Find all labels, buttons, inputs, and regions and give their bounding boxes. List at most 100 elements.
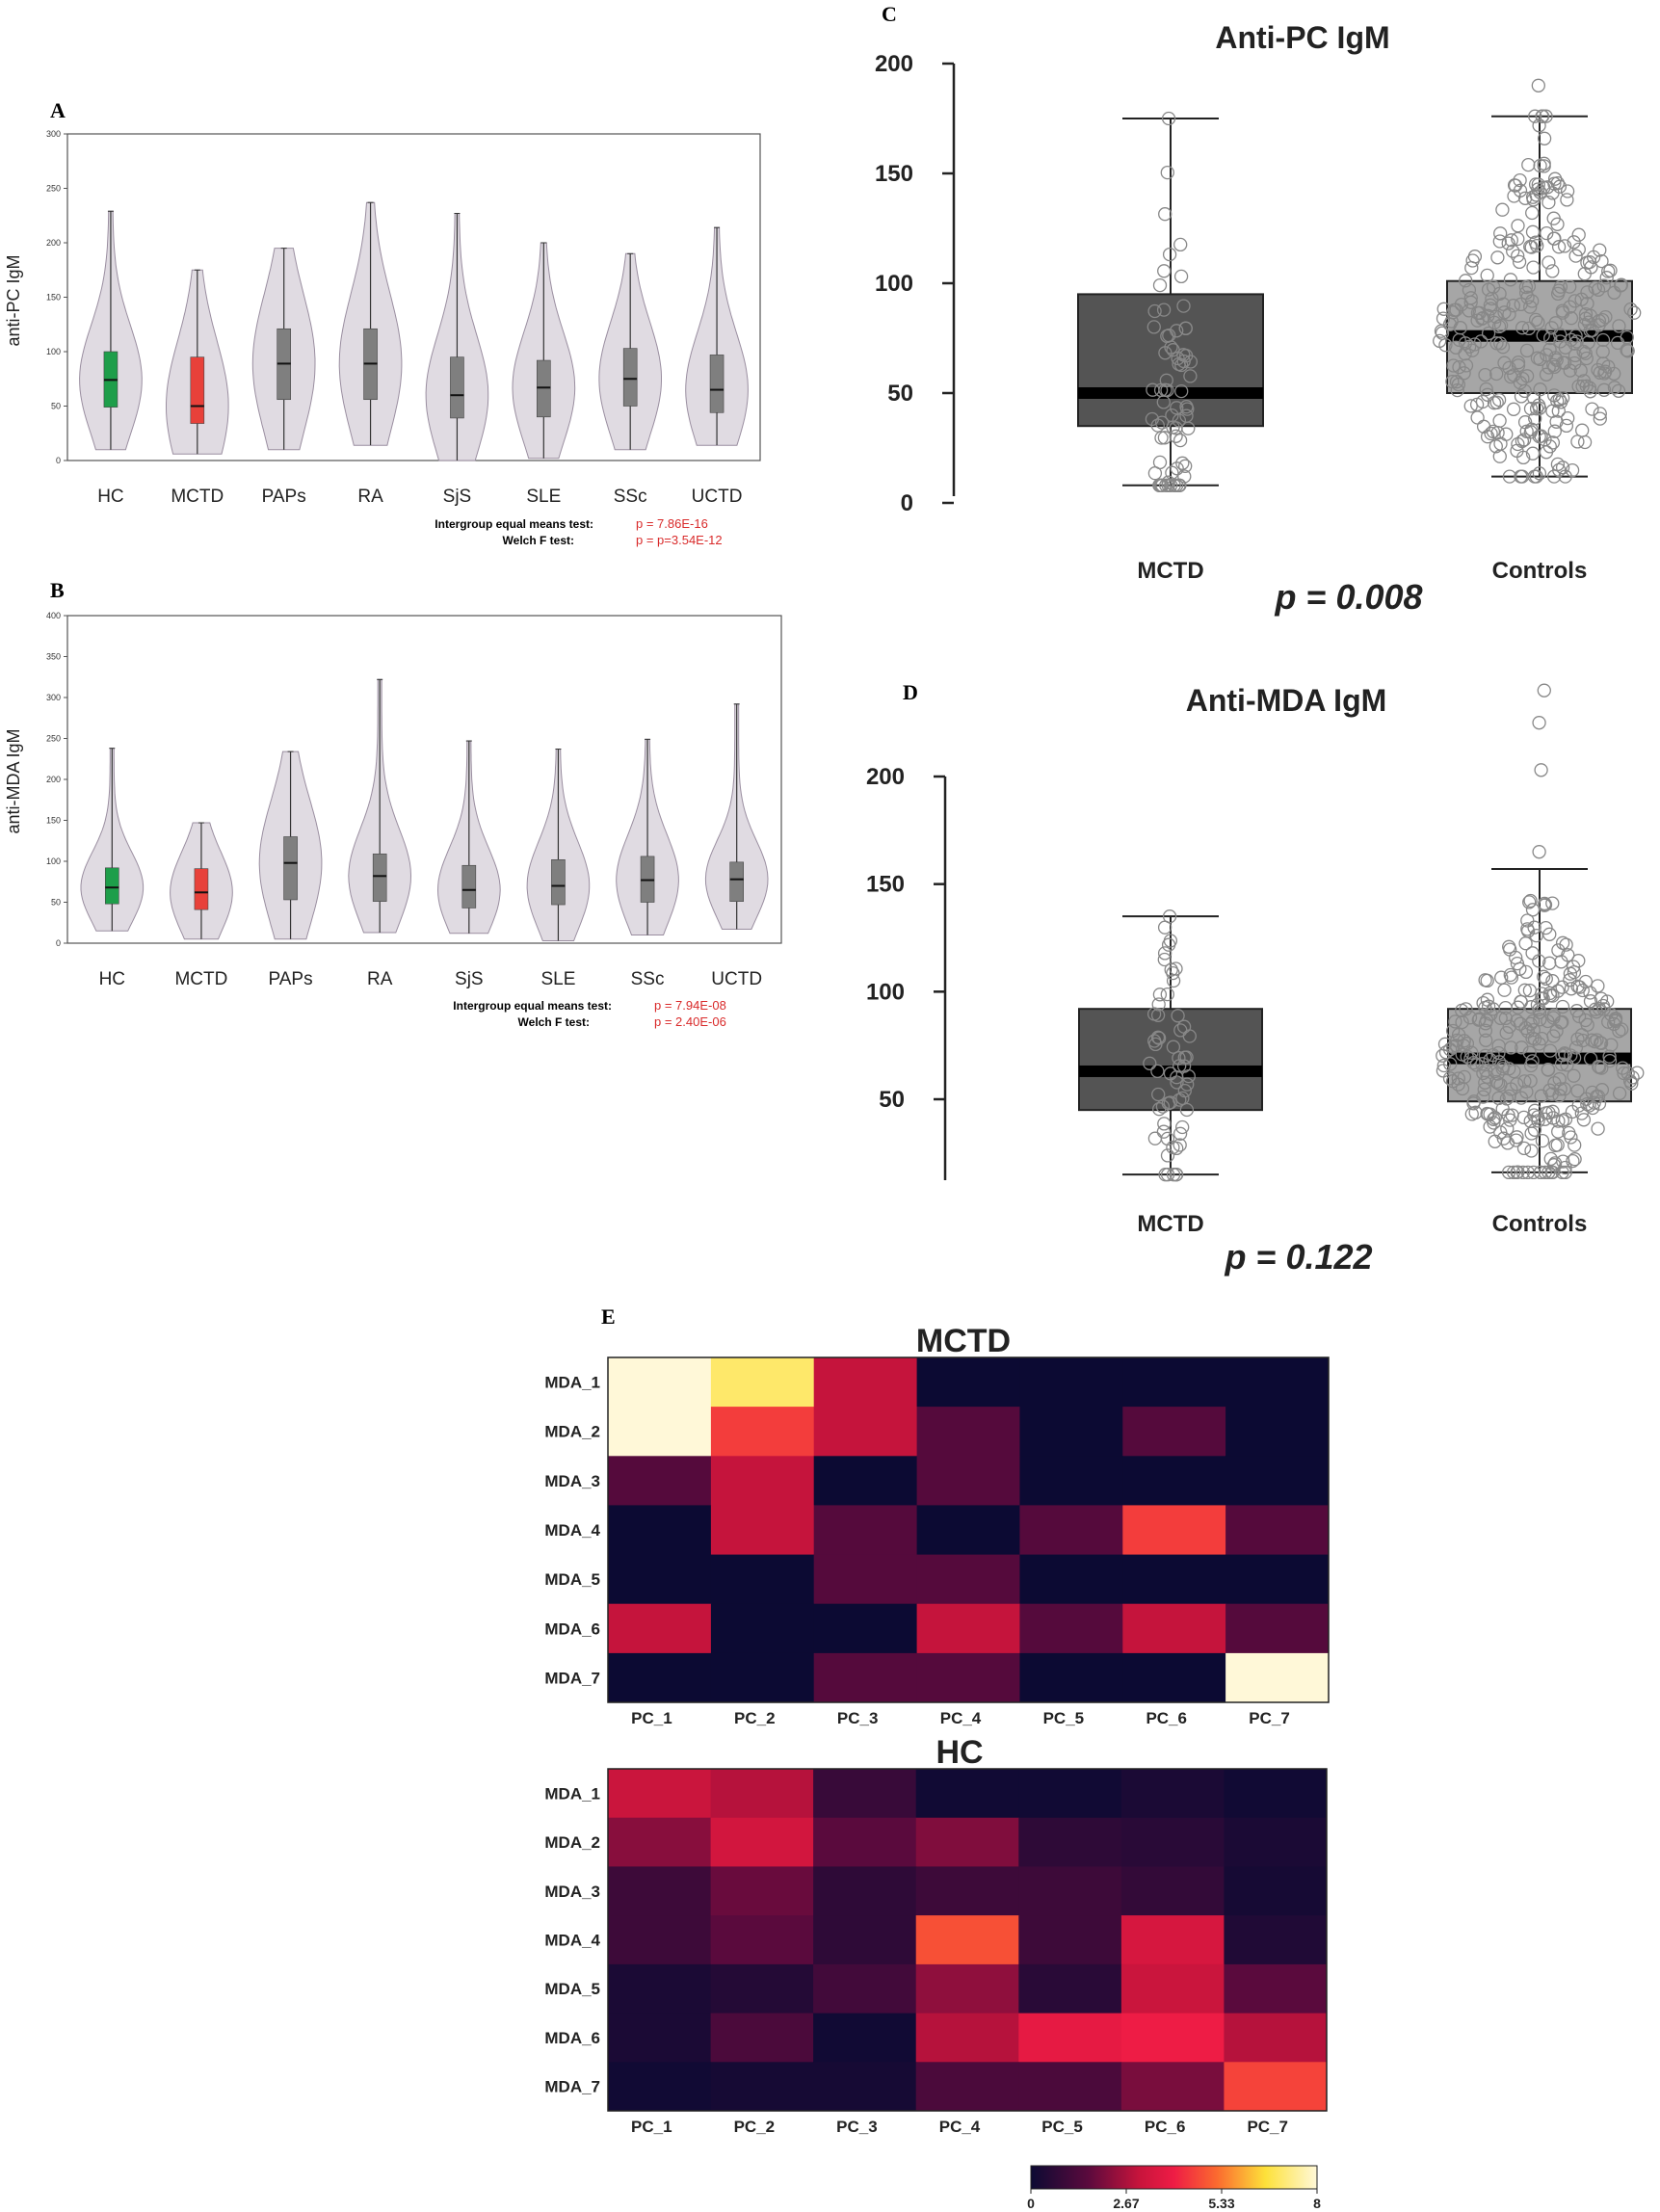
data-point xyxy=(1493,318,1509,332)
data-point xyxy=(1561,948,1575,962)
data-point xyxy=(1598,364,1613,379)
data-point xyxy=(1502,360,1516,376)
data-point xyxy=(1548,1138,1563,1153)
data-point xyxy=(1173,1138,1187,1152)
panel-c-title: Anti-PC IgM xyxy=(1215,20,1389,55)
heat-cell xyxy=(915,1963,1019,2014)
outlier-point xyxy=(1534,763,1548,777)
category-label-ra: RA xyxy=(357,487,383,507)
data-point xyxy=(1592,1060,1607,1075)
data-point xyxy=(1170,401,1184,415)
data-point xyxy=(1583,384,1597,399)
data-point xyxy=(1169,961,1183,976)
data-point xyxy=(1471,1013,1486,1027)
data-point xyxy=(1162,329,1176,343)
data-point xyxy=(1518,936,1533,951)
data-point xyxy=(1172,1051,1186,1066)
data-point xyxy=(1595,356,1611,371)
data-point xyxy=(1484,1007,1498,1021)
data-point xyxy=(1532,466,1547,481)
data-point xyxy=(1467,250,1483,264)
row-label: MDA_5 xyxy=(544,1980,600,1998)
heat-cell xyxy=(608,1357,712,1408)
data-point xyxy=(1541,195,1556,210)
data-point xyxy=(1510,1077,1524,1092)
data-point xyxy=(1525,294,1540,308)
heat-cell xyxy=(1120,1915,1225,1965)
heat-cell xyxy=(710,1769,814,1819)
data-point xyxy=(1604,1038,1619,1052)
data-point xyxy=(1538,1112,1552,1126)
data-point xyxy=(1625,1070,1640,1085)
data-point xyxy=(1463,399,1478,413)
data-point xyxy=(1567,1068,1581,1083)
data-point xyxy=(1511,231,1525,247)
heat-cell xyxy=(710,1456,815,1506)
data-point xyxy=(1516,433,1532,447)
data-point xyxy=(1166,1040,1181,1054)
heat-cell xyxy=(1018,2013,1122,2063)
y-tick-label: 50 xyxy=(887,381,913,407)
heat-cell xyxy=(813,1407,918,1457)
category-label-ssc: SSc xyxy=(614,487,647,507)
y-tick-label: 300 xyxy=(46,693,61,702)
data-point xyxy=(1620,344,1635,358)
heat-cell xyxy=(916,1652,1020,1703)
data-point xyxy=(1612,319,1626,333)
data-point xyxy=(1526,193,1541,207)
data-point xyxy=(1459,274,1473,288)
data-point xyxy=(1478,973,1492,988)
row-label: MDA_7 xyxy=(544,2078,600,2096)
data-point xyxy=(1558,1047,1572,1062)
data-point xyxy=(1568,329,1583,343)
panel-b-stat-value-2: p = 2.40E-06 xyxy=(654,1014,726,1029)
data-point xyxy=(1614,277,1629,292)
data-point xyxy=(1563,363,1577,378)
data-point xyxy=(1574,1028,1590,1042)
data-point xyxy=(1594,1083,1610,1097)
data-point xyxy=(1540,225,1554,241)
data-point xyxy=(1445,374,1460,389)
data-point xyxy=(1462,339,1477,354)
colorbar-tick-label: 8 xyxy=(1313,2196,1321,2211)
data-point xyxy=(1600,994,1615,1009)
row-label: MDA_1 xyxy=(544,1784,600,1803)
data-point xyxy=(1525,903,1541,917)
data-point xyxy=(1160,1131,1175,1146)
data-point xyxy=(1180,402,1195,416)
data-point xyxy=(1539,367,1554,382)
data-point xyxy=(1585,1100,1600,1116)
heat-cell xyxy=(915,1769,1019,1819)
col-label: PC_2 xyxy=(734,2118,776,2136)
data-point xyxy=(1437,1037,1453,1051)
box-sle xyxy=(537,359,551,418)
col-label: PC_3 xyxy=(837,1709,879,1727)
data-point xyxy=(1579,351,1594,366)
outlier-point xyxy=(1537,683,1551,698)
data-point xyxy=(1538,1165,1552,1180)
data-point xyxy=(1542,986,1557,1001)
data-point xyxy=(1526,1165,1541,1180)
data-point xyxy=(1601,1014,1616,1029)
data-point xyxy=(1539,109,1553,123)
data-point xyxy=(1575,423,1590,437)
data-point xyxy=(1541,1165,1556,1180)
box-uctd xyxy=(729,861,744,902)
heat-cell xyxy=(1224,1769,1328,1819)
heat-cell xyxy=(1019,1603,1123,1654)
data-point xyxy=(1550,457,1566,472)
data-point xyxy=(1515,469,1530,484)
heat-cell xyxy=(915,1915,1019,1965)
data-point xyxy=(1178,321,1193,335)
data-point xyxy=(1554,1057,1569,1071)
heat-cell xyxy=(813,1963,917,2014)
panel-d-box-chart: 50 100 150 200 MCTD Controls xyxy=(866,683,1645,1237)
data-point xyxy=(1503,1113,1517,1127)
data-point xyxy=(1567,1050,1582,1066)
data-point xyxy=(1495,202,1510,217)
category-label-paps: PAPs xyxy=(269,969,313,989)
data-point xyxy=(1173,1126,1188,1141)
data-point xyxy=(1489,439,1503,454)
data-point xyxy=(1545,404,1560,418)
data-point xyxy=(1157,952,1172,967)
